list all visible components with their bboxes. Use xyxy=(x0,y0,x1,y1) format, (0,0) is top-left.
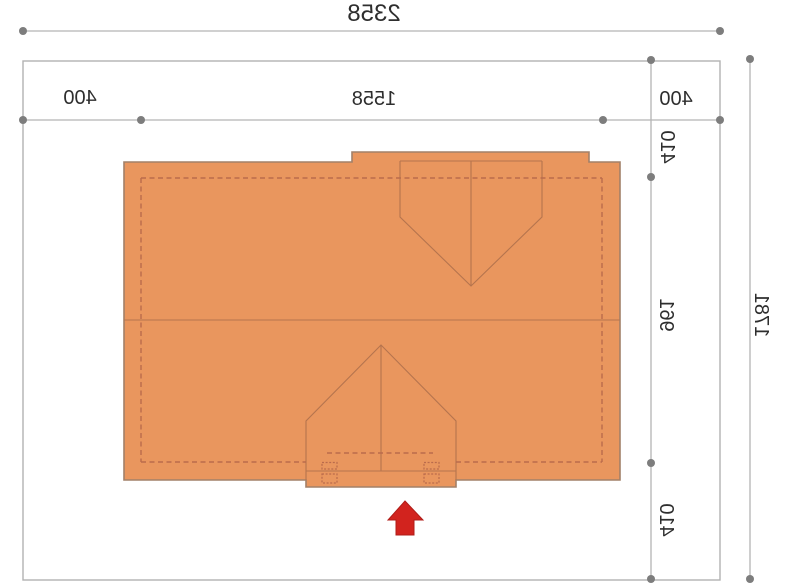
dim-dot xyxy=(19,116,27,124)
dim-label-top-offset: 410 xyxy=(656,130,678,163)
dim-dot xyxy=(647,173,655,181)
dim-label-right-offset: 400 xyxy=(659,88,692,110)
porch-post-marker xyxy=(423,461,440,470)
dim-label-total-width: 2358 xyxy=(347,0,400,27)
dim-label-bottom-offset: 410 xyxy=(655,503,677,536)
dim-dot xyxy=(716,27,724,35)
dim-dot xyxy=(137,116,145,124)
dim-dot xyxy=(647,459,655,467)
dim-label-total-depth: 1781 xyxy=(750,293,772,338)
dim-label-building-width: 1558 xyxy=(352,88,397,110)
entrance-arrow-icon xyxy=(386,500,425,536)
dim-label-building-depth: 961 xyxy=(655,298,677,331)
entrance-gable-outline xyxy=(305,344,457,480)
dim-label-left-offset: 400 xyxy=(63,87,96,109)
dimension-dots xyxy=(19,27,754,583)
dim-dot xyxy=(716,116,724,124)
porch-post-marker xyxy=(321,461,338,470)
dim-dot xyxy=(599,116,607,124)
building-wall-dashed-outline xyxy=(140,177,603,463)
dim-dot xyxy=(746,55,754,63)
dim-dot xyxy=(19,27,27,35)
dormer-roof-outline xyxy=(399,160,543,287)
plot-boundary xyxy=(22,60,721,581)
dim-dot xyxy=(647,575,655,583)
porch-post-marker xyxy=(321,473,338,484)
dim-dot xyxy=(647,56,655,64)
porch-post-marker xyxy=(423,473,440,484)
dim-dot xyxy=(746,575,754,583)
